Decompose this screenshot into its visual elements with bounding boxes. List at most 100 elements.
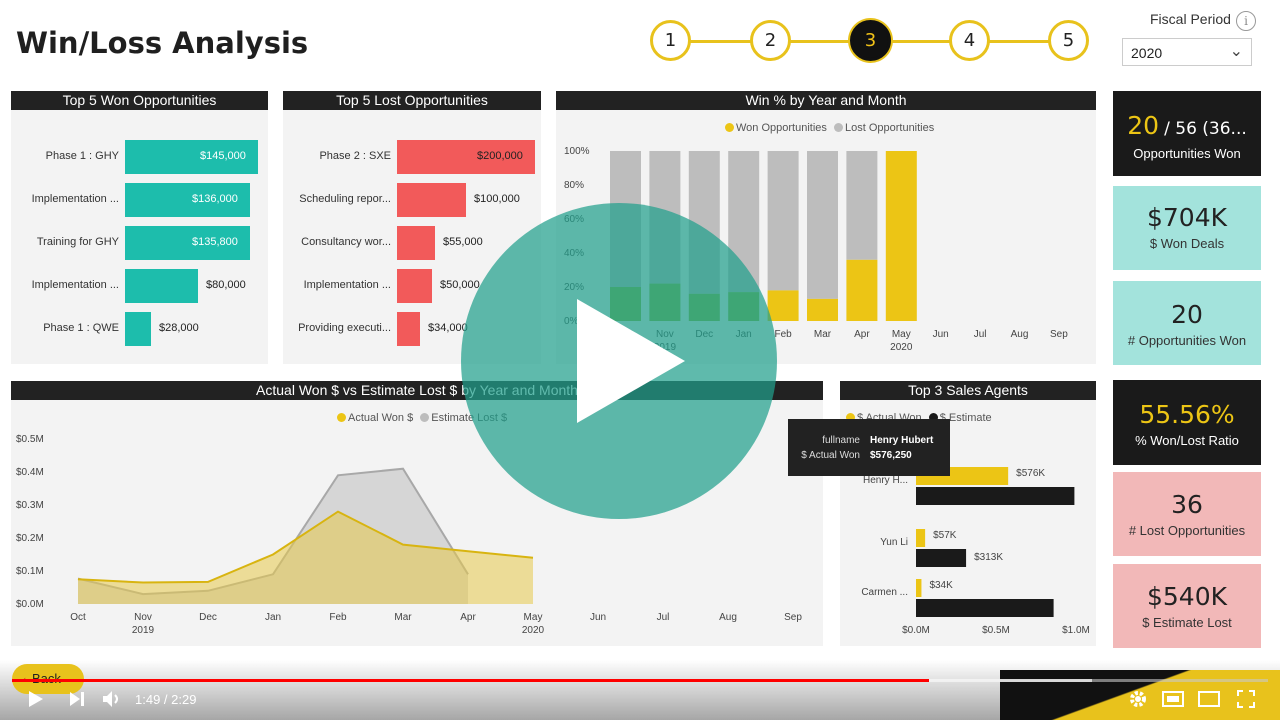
play-button[interactable] [461, 203, 777, 519]
x-tick: Dec [199, 612, 217, 623]
play-control-icon[interactable] [26, 690, 44, 713]
bar-value: $135,800 [192, 236, 238, 248]
agent-label: Henry H... [863, 475, 908, 486]
y-tick: $0.3M [16, 500, 44, 511]
tooltip-value-2: $576,250 [870, 450, 912, 461]
info-icon[interactable]: i [1236, 11, 1256, 31]
volume-icon[interactable] [101, 689, 123, 714]
top-won-panel: Top 5 Won Opportunities Phase 1 : GHY $14… [11, 91, 268, 364]
bar-label: Training for GHY [36, 236, 119, 248]
x-tick: Nov [134, 612, 152, 623]
won-bar [767, 290, 799, 321]
x-year-tick: 2020 [522, 625, 545, 636]
win-pct-legend: Won Opportunities Lost Opportunities [721, 122, 934, 134]
bar [125, 269, 198, 303]
estimate-bar [916, 487, 1075, 505]
miniplayer-icon[interactable] [1198, 690, 1220, 713]
play-icon [577, 299, 685, 423]
kpi-ratio-label: % Won/Lost Ratio [1135, 433, 1239, 448]
fiscal-period-select[interactable]: 2020 ⌄ [1122, 38, 1252, 66]
kpi-won-total: / 56 (36... [1164, 119, 1247, 139]
step-1-button[interactable]: 1 [650, 20, 691, 61]
lost-bar [846, 151, 878, 260]
kpi-est-lost-label: $ Estimate Lost [1142, 615, 1232, 630]
step-3-button[interactable]: 3 [850, 20, 891, 61]
fiscal-period-label: Fiscal Period [1150, 11, 1231, 27]
theater-mode-icon[interactable] [1162, 690, 1184, 713]
kpi-ratio: 55.56% % Won/Lost Ratio [1113, 380, 1261, 465]
bar [125, 140, 258, 174]
kpi-won-deals-value: $704K [1146, 203, 1228, 232]
next-icon[interactable] [68, 690, 86, 713]
step-2-button[interactable]: 2 [750, 20, 791, 61]
agents-chart: Henry H... Yun Li Carmen ... $0.0M $0.5M $1.0… [861, 467, 1090, 636]
x-tick: Jun [933, 329, 949, 340]
kpi-lost: 36 # Lost Opportunities [1113, 472, 1261, 556]
bar-value: $200,000 [477, 150, 523, 162]
fiscal-period-value: 2020 [1131, 45, 1163, 61]
step-navigator: 1 2 3 4 5 [650, 18, 1095, 64]
bar-row: Implementation ... $136,000 [11, 183, 268, 217]
won-bar [885, 151, 917, 321]
bar-label: Implementation ... [31, 279, 119, 291]
kpi-est-lost-value: $540K [1146, 582, 1228, 611]
top-won-title: Top 5 Won Opportunities [11, 91, 268, 110]
legend-lost: Lost Opportunities [844, 122, 935, 134]
agent-tooltip: fullname Henry Hubert $ Actual Won $576,25… [788, 419, 950, 476]
kpi-won-deals: $704K $ Won Deals [1113, 186, 1261, 270]
actual-bar [916, 579, 922, 597]
bar-label: Implementation ... [303, 279, 391, 291]
agents-title: Top 3 Sales Agents [840, 381, 1096, 400]
legend-actual-won: Actual Won $ [348, 412, 414, 424]
progress-bar[interactable] [12, 679, 1268, 682]
bar-value: $28,000 [159, 322, 199, 334]
bar [397, 226, 435, 260]
actual-won-area [78, 511, 533, 604]
actual-vs-estimate-chart: $0.0M $0.1M $0.2M $0.3M $0.4M $0.5M Oct Nov Dec J… [16, 434, 802, 636]
x-tick: Feb [774, 329, 792, 340]
bar-value: $136,000 [192, 193, 238, 205]
x-tick: Sep [784, 612, 802, 623]
kpi-num-won-label: # Opportunities Won [1127, 333, 1247, 348]
kpi-est-lost: $540K $ Estimate Lost [1113, 564, 1261, 648]
chevron-down-icon: ⌄ [1229, 43, 1243, 60]
tooltip-key-2: $ Actual Won [801, 450, 860, 461]
bar [397, 269, 432, 303]
bar-row: Implementation ... $80,000 [11, 269, 268, 303]
agent-label: Carmen ... [861, 587, 908, 598]
bar [125, 183, 250, 217]
bar-label: Implementation ... [31, 193, 119, 205]
back-arrow-icon: ← [20, 669, 35, 686]
step-5-button[interactable]: 5 [1048, 20, 1089, 61]
kpi-ratio-value: 55.56% [1139, 400, 1235, 429]
x-tick: Mar [814, 329, 832, 340]
legend-won: Won Opportunities [736, 122, 827, 134]
estimate-bar [916, 549, 967, 567]
kpi-num-won-value: 20 [1171, 300, 1203, 329]
bar-label: Consultancy wor... [301, 236, 391, 248]
step-4-button[interactable]: 4 [949, 20, 990, 61]
x-tick: Jun [590, 612, 606, 623]
agents-panel: Top 3 Sales Agents $ Actual Won $ Estima… [788, 381, 1096, 646]
kpi-won-count: 20 [1127, 111, 1160, 140]
y-tick: $0.5M [16, 434, 44, 445]
bar-row: Consultancy wor... $55,000 [283, 226, 541, 260]
bar-label: Providing executi... [298, 322, 391, 334]
bar-label: Phase 2 : SXE [319, 150, 391, 162]
x-tick: Apr [854, 329, 870, 340]
won-bar [807, 298, 838, 321]
back-label: Back [32, 671, 61, 686]
fullscreen-icon[interactable] [1237, 690, 1255, 713]
y-tick: $0.0M [16, 599, 44, 610]
won-bar [846, 259, 878, 321]
page-title: Win/Loss Analysis [16, 26, 309, 60]
actual-bar [916, 529, 926, 547]
tooltip-key-1: fullname [822, 435, 860, 446]
x-tick: Sep [1050, 329, 1068, 340]
win-pct-title: Win % by Year and Month [556, 91, 1096, 110]
bar [125, 312, 151, 346]
settings-icon[interactable] [1128, 689, 1148, 714]
y-tick: $0.2M [16, 533, 44, 544]
lost-bar [807, 151, 838, 299]
